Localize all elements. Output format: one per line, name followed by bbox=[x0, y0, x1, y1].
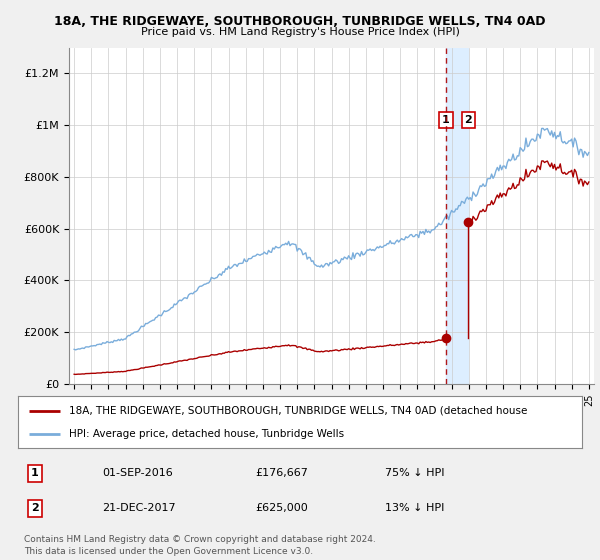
Text: 1: 1 bbox=[31, 468, 39, 478]
Text: £625,000: £625,000 bbox=[255, 503, 308, 513]
Text: Price paid vs. HM Land Registry's House Price Index (HPI): Price paid vs. HM Land Registry's House … bbox=[140, 27, 460, 38]
Text: 1: 1 bbox=[442, 115, 450, 125]
Text: HPI: Average price, detached house, Tunbridge Wells: HPI: Average price, detached house, Tunb… bbox=[69, 428, 344, 438]
Bar bbox=[446, 48, 468, 384]
Text: 2: 2 bbox=[464, 115, 472, 125]
Text: 2: 2 bbox=[31, 503, 39, 513]
Text: 18A, THE RIDGEWAYE, SOUTHBOROUGH, TUNBRIDGE WELLS, TN4 0AD (detached house: 18A, THE RIDGEWAYE, SOUTHBOROUGH, TUNBRI… bbox=[69, 406, 527, 416]
Text: £176,667: £176,667 bbox=[255, 468, 308, 478]
Text: 21-DEC-2017: 21-DEC-2017 bbox=[103, 503, 176, 513]
Text: 75% ↓ HPI: 75% ↓ HPI bbox=[385, 468, 444, 478]
Text: 13% ↓ HPI: 13% ↓ HPI bbox=[385, 503, 444, 513]
Text: 18A, THE RIDGEWAYE, SOUTHBOROUGH, TUNBRIDGE WELLS, TN4 0AD: 18A, THE RIDGEWAYE, SOUTHBOROUGH, TUNBRI… bbox=[54, 15, 546, 28]
Text: 01-SEP-2016: 01-SEP-2016 bbox=[103, 468, 173, 478]
Text: Contains HM Land Registry data © Crown copyright and database right 2024.
This d: Contains HM Land Registry data © Crown c… bbox=[24, 535, 376, 556]
